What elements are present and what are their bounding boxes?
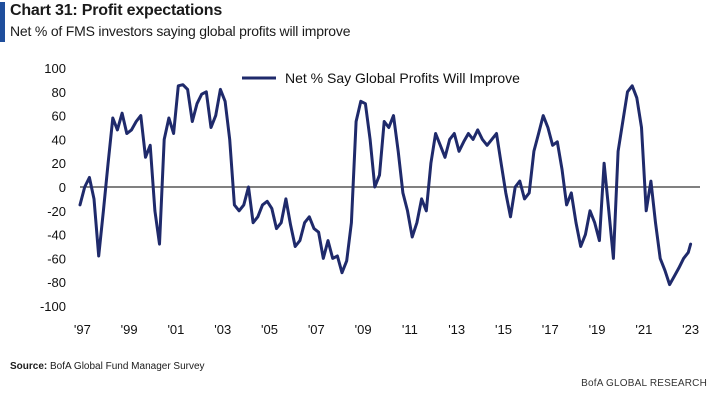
legend-label: Net % Say Global Profits Will Improve — [285, 70, 520, 86]
source-label: Source: — [10, 361, 48, 372]
x-tick-label: '09 — [355, 322, 372, 337]
x-tick-label: '13 — [448, 322, 465, 337]
y-tick-label: -40 — [47, 228, 66, 243]
x-tick-label: '03 — [214, 322, 231, 337]
x-tick-label: '05 — [261, 322, 278, 337]
series-line — [78, 83, 693, 287]
x-tick-label: '19 — [589, 322, 606, 337]
y-tick-label: 20 — [52, 156, 66, 171]
chart-title: Chart 31: Profit expectations — [10, 2, 223, 19]
y-tick-label: -20 — [47, 204, 66, 219]
x-tick-label: '17 — [542, 322, 559, 337]
x-tick-label: '11 — [402, 322, 418, 337]
y-tick-label: -60 — [47, 251, 66, 266]
title-accent-bar — [0, 2, 5, 42]
x-tick-label: '07 — [308, 322, 325, 337]
y-tick-label: 0 — [59, 180, 66, 195]
chart-subtitle: Net % of FMS investors saying global pro… — [10, 23, 351, 39]
x-tick-label: '99 — [121, 322, 138, 337]
y-tick-label: 40 — [52, 132, 66, 147]
y-tick-label: -100 — [40, 299, 66, 314]
y-tick-label: -80 — [47, 275, 66, 290]
x-tick-label: '15 — [495, 322, 512, 337]
x-tick-label: '97 — [74, 322, 91, 337]
y-tick-label: 80 — [52, 85, 66, 100]
source-text: BofA Global Fund Manager Survey — [50, 361, 205, 372]
x-tick-label: '21 — [635, 322, 652, 337]
y-tick-label: 60 — [52, 109, 66, 124]
footer-brand: BofA GLOBAL RESEARCH — [581, 378, 707, 389]
x-tick-label: '01 — [167, 322, 184, 337]
y-tick-label: 100 — [44, 61, 66, 76]
source-note: Source: BofA Global Fund Manager Survey — [10, 361, 205, 372]
x-tick-label: '23 — [682, 322, 699, 337]
